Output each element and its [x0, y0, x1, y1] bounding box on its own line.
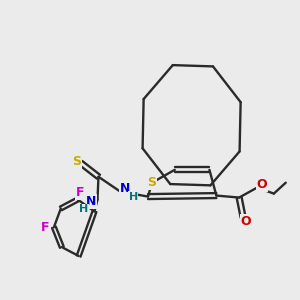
Text: H: H	[128, 192, 138, 202]
Text: O: O	[241, 215, 251, 228]
Text: O: O	[256, 178, 267, 191]
Text: N: N	[86, 195, 97, 208]
Text: S: S	[72, 155, 81, 168]
Text: N: N	[120, 182, 130, 195]
Text: F: F	[75, 186, 84, 199]
Text: F: F	[41, 221, 49, 234]
Text: H: H	[79, 204, 88, 214]
Text: S: S	[148, 176, 157, 189]
